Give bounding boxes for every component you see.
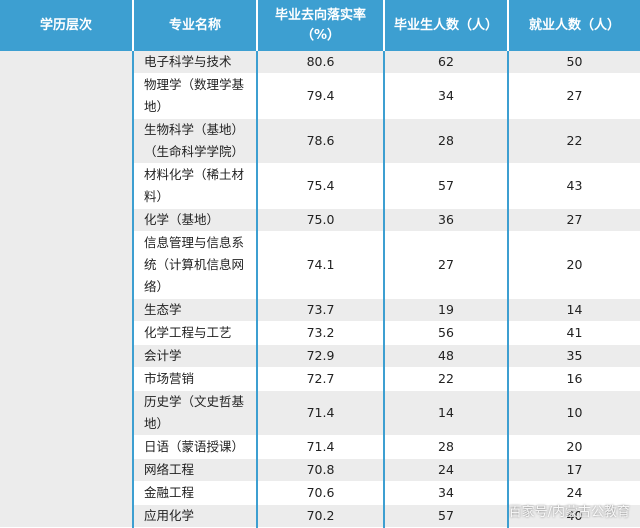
header-rate: 毕业去向落实率（%） [257,0,385,51]
rate-cell: 79.4 [257,73,385,119]
grads-cell: 57 [384,504,509,528]
employed-cell: 27 [508,208,640,232]
major-cell: 生物科学（基地）（生命科学学院） [133,118,258,164]
table-row: 会计学 72.9 48 35 [0,344,640,368]
employed-cell: 17 [508,458,640,482]
rate-cell: 73.2 [257,321,385,345]
grads-cell: 62 [384,51,509,74]
employed-cell: 35 [508,344,640,368]
grads-cell: 14 [384,390,509,436]
major-cell: 物理学（数理学基地） [133,73,258,119]
grads-cell: 34 [384,73,509,119]
employed-cell: 50 [508,51,640,74]
table-row: 市场营销 72.7 22 16 [0,367,640,391]
employed-cell: 10 [508,390,640,436]
table-row: 历史学（文史哲基地） 71.4 14 10 [0,390,640,436]
rate-cell: 80.6 [257,51,385,74]
rate-cell: 75.4 [257,163,385,209]
rate-cell: 74.1 [257,231,385,299]
table-row: 生物科学（基地）（生命科学学院） 78.6 28 22 [0,118,640,164]
table-row: 应用化学 70.2 57 40 [0,504,640,528]
table-row: 材料化学（稀土材料） 75.4 57 43 [0,163,640,209]
rate-cell: 72.9 [257,344,385,368]
employed-cell: 24 [508,481,640,505]
employed-cell: 20 [508,231,640,299]
major-cell: 材料化学（稀土材料） [133,163,258,209]
employed-cell: 20 [508,435,640,459]
table-row: 化学（基地） 75.0 36 27 [0,208,640,232]
table-row: 信息管理与信息系统（计算机信息网络） 74.1 27 20 [0,231,640,299]
rate-cell: 73.7 [257,298,385,322]
grads-cell: 27 [384,231,509,299]
employed-cell: 22 [508,118,640,164]
employed-cell: 27 [508,73,640,119]
grads-cell: 24 [384,458,509,482]
table-row: 电子科学与技术 80.6 62 50 [0,51,640,528]
rate-cell: 78.6 [257,118,385,164]
header-major: 专业名称 [133,0,258,51]
grads-cell: 34 [384,481,509,505]
major-cell: 网络工程 [133,458,258,482]
employed-cell: 14 [508,298,640,322]
employed-cell: 16 [508,367,640,391]
grads-cell: 19 [384,298,509,322]
rate-cell: 75.0 [257,208,385,232]
grads-cell: 22 [384,367,509,391]
rate-cell: 72.7 [257,367,385,391]
grads-cell: 56 [384,321,509,345]
major-cell: 金融工程 [133,481,258,505]
major-cell: 应用化学 [133,504,258,528]
rate-cell: 70.6 [257,481,385,505]
watermark: 百家号/内蒙古公教育 [508,505,630,520]
header-grads: 毕业生人数（人） [384,0,509,51]
major-cell: 化学（基地） [133,208,258,232]
major-cell: 历史学（文史哲基地） [133,390,258,436]
grads-cell: 28 [384,118,509,164]
major-cell: 信息管理与信息系统（计算机信息网络） [133,231,258,299]
major-cell: 生态学 [133,298,258,322]
header-level: 学历层次 [0,0,134,51]
employed-cell: 43 [508,163,640,209]
rate-cell: 70.2 [257,504,385,528]
level-cell [0,51,134,528]
grads-cell: 48 [384,344,509,368]
major-cell: 会计学 [133,344,258,368]
rate-cell: 71.4 [257,435,385,459]
table-row: 日语（蒙语授课） 71.4 28 20 [0,435,640,459]
grads-cell: 28 [384,435,509,459]
header-row: 学历层次 专业名称 毕业去向落实率（%） 毕业生人数（人） 就业人数（人） [0,0,640,51]
table-row: 化学工程与工艺 73.2 56 41 [0,321,640,345]
header-employed: 就业人数（人） [508,0,640,51]
table-row: 金融工程 70.6 34 24 [0,481,640,505]
employed-cell: 41 [508,321,640,345]
rate-cell: 70.8 [257,458,385,482]
table-row: 物理学（数理学基地） 79.4 34 27 [0,73,640,119]
grads-cell: 57 [384,163,509,209]
major-cell: 电子科学与技术 [133,51,258,74]
grads-cell: 36 [384,208,509,232]
rate-cell: 71.4 [257,390,385,436]
table-row: 网络工程 70.8 24 17 [0,458,640,482]
major-cell: 市场营销 [133,367,258,391]
major-cell: 化学工程与工艺 [133,321,258,345]
major-cell: 日语（蒙语授课） [133,435,258,459]
table-row: 生态学 73.7 19 14 [0,298,640,322]
